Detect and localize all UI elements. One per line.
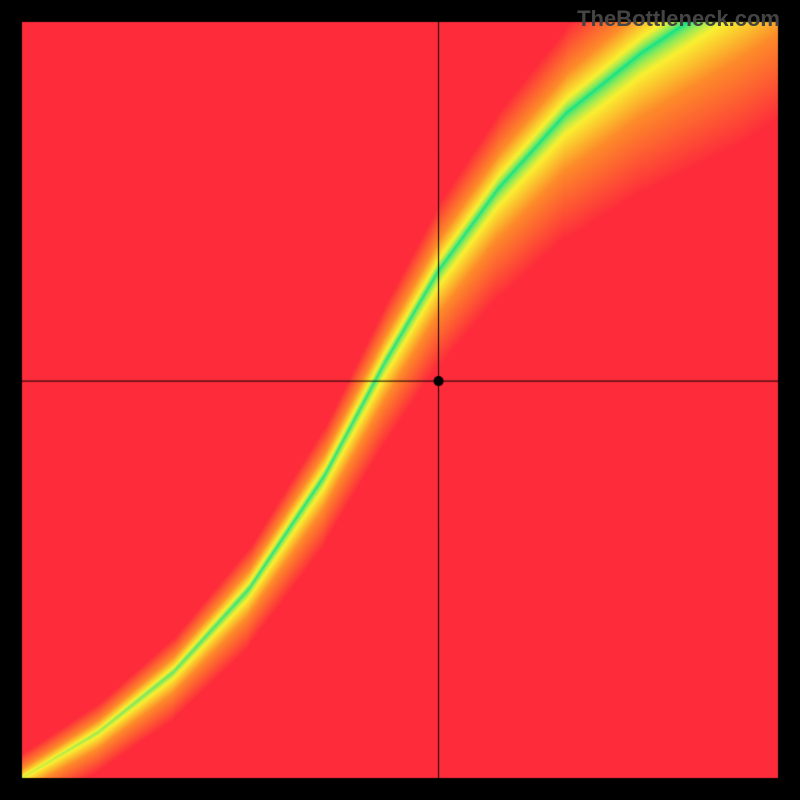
heatmap-canvas xyxy=(0,0,800,800)
chart-container: TheBottleneck.com xyxy=(0,0,800,800)
watermark-text: TheBottleneck.com xyxy=(577,6,780,32)
